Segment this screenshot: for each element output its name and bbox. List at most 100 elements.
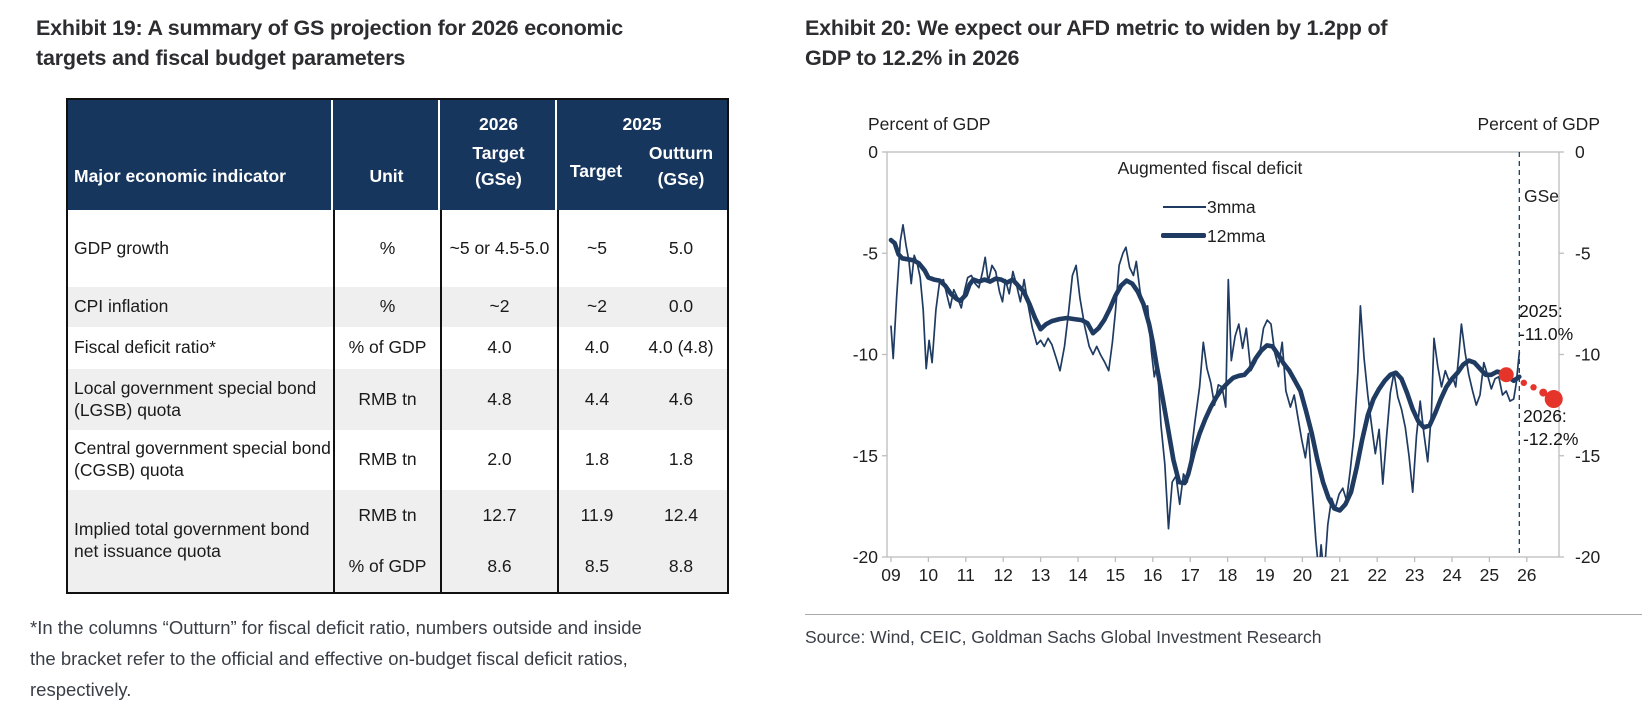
svg-text:-5: -5 <box>862 243 878 263</box>
cell-outturn-2025: 5.0 <box>668 237 694 258</box>
svg-text:-15: -15 <box>1575 446 1600 466</box>
svg-text:26: 26 <box>1517 565 1536 585</box>
svg-text:24: 24 <box>1442 565 1462 585</box>
cell-outturn-2025: 8.8 <box>668 555 694 576</box>
svg-text:12: 12 <box>993 565 1012 585</box>
cell-unit: % <box>333 287 440 327</box>
exhibit-20-title-line2: GDP to 12.2% in 2026 <box>805 46 1020 70</box>
header-separator <box>555 100 557 210</box>
cell-outturn-2025: 0.0 <box>668 296 694 317</box>
exhibit-19-title-line2: targets and fiscal budget parameters <box>36 46 406 70</box>
afd-chart: Percent of GDP Percent of GDP 0 0 -5 -5 -10 -… <box>800 100 1644 620</box>
cell-indicator: GDP growth <box>74 237 169 258</box>
cell-indicator: Implied total government bond net issuan… <box>74 519 310 561</box>
table-row-lgsb-quota: Local government special bond (LGSB) quo… <box>68 369 727 430</box>
cell-target-2026: ~5 or 4.5-5.0 <box>440 210 557 287</box>
svg-text:23: 23 <box>1405 565 1424 585</box>
exhibit-20-panel: Exhibit 20: We expect our AFD metric to … <box>800 0 1644 716</box>
annotation-2025: 2025: -11.0% <box>1519 301 1574 344</box>
cell-unit: % of GDP <box>333 541 440 592</box>
cell-unit: % of GDP <box>333 327 440 369</box>
svg-text:-5: -5 <box>1575 243 1591 263</box>
cell-target-2025: 8.5 <box>557 541 635 592</box>
cell-target-2026: ~2 <box>440 287 557 327</box>
cell-unit: RMB tn <box>333 490 440 541</box>
table-row-cpi-inflation: CPI inflation % ~2 ~2 0.0 <box>68 287 727 327</box>
economic-indicators-table: Major economic indicator Unit 2026 2025 … <box>66 98 729 594</box>
cell-indicator: Fiscal deficit ratio* <box>74 337 216 358</box>
svg-text:-10: -10 <box>1575 345 1601 365</box>
svg-text:15: 15 <box>1106 565 1125 585</box>
svg-text:-20: -20 <box>1575 547 1601 567</box>
svg-text:16: 16 <box>1143 565 1162 585</box>
cell-unit: RMB tn <box>333 369 440 430</box>
table-row-fiscal-deficit: Fiscal deficit ratio* % of GDP 4.0 4.0 4… <box>68 327 727 369</box>
cell-indicator: Local government special bond (LGSB) quo… <box>74 377 317 420</box>
header-target-2026: Target (GSe) <box>472 143 525 189</box>
exhibit-19-panel: Exhibit 19: A summary of GS projection f… <box>0 0 800 716</box>
svg-text:10: 10 <box>919 565 939 585</box>
cell-outturn-2025: 4.0 (4.8) <box>648 337 714 358</box>
svg-text:19: 19 <box>1255 565 1274 585</box>
table-row-implied-total: Implied total government bond net issuan… <box>68 490 727 592</box>
cell-target-2026: 2.0 <box>440 430 557 490</box>
svg-text:0: 0 <box>868 142 878 162</box>
table-header: Major economic indicator Unit 2026 2025 … <box>68 100 727 210</box>
legend-title: Augmented fiscal deficit <box>1117 158 1303 178</box>
legend-entry-12mma: 12mma <box>1207 226 1266 246</box>
cell-target-2025: 4.0 <box>557 327 635 369</box>
svg-text:11: 11 <box>957 565 975 585</box>
svg-text:13: 13 <box>1031 565 1050 585</box>
cell-outturn-2025: 12.4 <box>663 504 699 525</box>
cell-target-2026: 8.6 <box>440 541 557 592</box>
exhibit-20-title-line1: Exhibit 20: We expect our AFD metric to … <box>805 16 1388 40</box>
header-target-2025: Target <box>569 161 623 181</box>
source-text: Source: Wind, CEIC, Goldman Sachs Global… <box>805 627 1322 647</box>
header-group-2025: 2025 <box>622 114 662 134</box>
thick-line-sample-icon <box>1161 233 1206 238</box>
svg-text:17: 17 <box>1180 565 1199 585</box>
cell-target-2025: ~5 <box>557 210 635 287</box>
y-axis-left-label: Percent of GDP <box>868 114 991 134</box>
table-row-gdp-growth: GDP growth % ~5 or 4.5-5.0 ~5 5.0 <box>68 210 727 287</box>
y-axis-right-label: Percent of GDP <box>1477 114 1600 134</box>
svg-text:-15: -15 <box>853 446 878 466</box>
header-separator <box>438 100 440 210</box>
svg-text:22: 22 <box>1367 565 1386 585</box>
cell-target-2026: 12.7 <box>440 490 557 541</box>
exhibit-19-title: Exhibit 19: A summary of GS projection f… <box>36 13 776 73</box>
cell-target-2026: 4.0 <box>440 327 557 369</box>
exhibit-19-title-line1: Exhibit 19: A summary of GS projection f… <box>36 16 623 40</box>
cell-outturn-2025: 4.6 <box>668 388 694 409</box>
legend-entry-3mma: 3mma <box>1207 197 1256 217</box>
cell-outturn-2025: 1.8 <box>668 449 694 470</box>
subrow-pct-gdp: % of GDP 8.6 8.5 8.8 <box>333 541 727 592</box>
svg-text:21: 21 <box>1330 565 1349 585</box>
svg-text:18: 18 <box>1218 565 1237 585</box>
cell-target-2025: 1.8 <box>557 430 635 490</box>
header-group-2026: 2026 <box>479 114 518 134</box>
thin-line-sample-icon <box>1163 206 1206 208</box>
implied-total-subrows: RMB tn 12.7 11.9 12.4 % of GDP 8.6 8.5 8… <box>333 490 727 592</box>
svg-text:-10: -10 <box>853 345 879 365</box>
cell-target-2025: 4.4 <box>557 369 635 430</box>
header-outturn-2025: Outturn (GSe) <box>648 143 714 189</box>
svg-text:0: 0 <box>1575 142 1585 162</box>
cell-target-2026: 4.8 <box>440 369 557 430</box>
svg-text:09: 09 <box>881 565 900 585</box>
subrow-rmb: RMB tn 12.7 11.9 12.4 <box>333 490 727 541</box>
cell-indicator: Central government special bond (CGSB) q… <box>74 438 331 480</box>
table-row-cgsb-quota: Central government special bond (CGSB) q… <box>68 430 727 490</box>
cell-target-2025: ~2 <box>557 287 635 327</box>
cell-unit: RMB tn <box>333 430 440 490</box>
exhibit-20-title: Exhibit 20: We expect our AFD metric to … <box>805 13 1605 73</box>
svg-text:25: 25 <box>1480 565 1499 585</box>
svg-text:-20: -20 <box>853 547 879 567</box>
source-divider <box>805 614 1642 615</box>
svg-text:20: 20 <box>1293 565 1313 585</box>
gse-label: GSe <box>1524 186 1560 206</box>
header-unit: Unit <box>369 166 404 186</box>
cell-unit: % <box>333 210 440 287</box>
cell-indicator: CPI inflation <box>74 296 169 317</box>
